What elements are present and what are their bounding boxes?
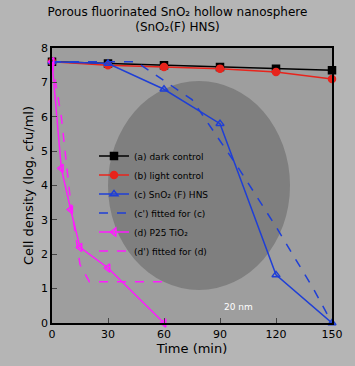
- svg-text:(d') fitted for (d): (d') fitted for (d): [134, 247, 207, 257]
- svg-text:7: 7: [41, 76, 48, 89]
- svg-text:30: 30: [101, 328, 115, 341]
- svg-text:8: 8: [41, 42, 48, 55]
- svg-text:150: 150: [322, 328, 343, 341]
- svg-text:90: 90: [213, 328, 227, 341]
- svg-text:(c) SnO₂ (F) HNS: (c) SnO₂ (F) HNS: [134, 190, 208, 200]
- svg-text:5: 5: [41, 145, 48, 158]
- svg-text:(d) P25 TiO₂: (d) P25 TiO₂: [134, 228, 188, 238]
- svg-text:60: 60: [157, 328, 171, 341]
- svg-text:0: 0: [41, 317, 48, 330]
- svg-text:20 nm: 20 nm: [224, 302, 253, 312]
- svg-text:(b) light control: (b) light control: [134, 171, 204, 181]
- svg-text:4: 4: [41, 179, 48, 192]
- svg-text:(c') fitted for (c): (c') fitted for (c): [134, 209, 205, 219]
- svg-text:Time (min): Time (min): [156, 341, 228, 356]
- svg-text:6: 6: [41, 111, 48, 124]
- svg-text:2: 2: [41, 248, 48, 261]
- svg-text:(a) dark control: (a) dark control: [134, 152, 204, 162]
- svg-text:1: 1: [41, 282, 48, 295]
- svg-text:3: 3: [41, 214, 48, 227]
- svg-text:120: 120: [266, 328, 287, 341]
- svg-text:0: 0: [49, 328, 56, 341]
- svg-text:Cell density (log, cfu/ml): Cell density (log, cfu/ml): [21, 106, 36, 265]
- svg-text:Porous fluorinated SnO₂ hollow: Porous fluorinated SnO₂ hollow nanospher…: [48, 5, 308, 35]
